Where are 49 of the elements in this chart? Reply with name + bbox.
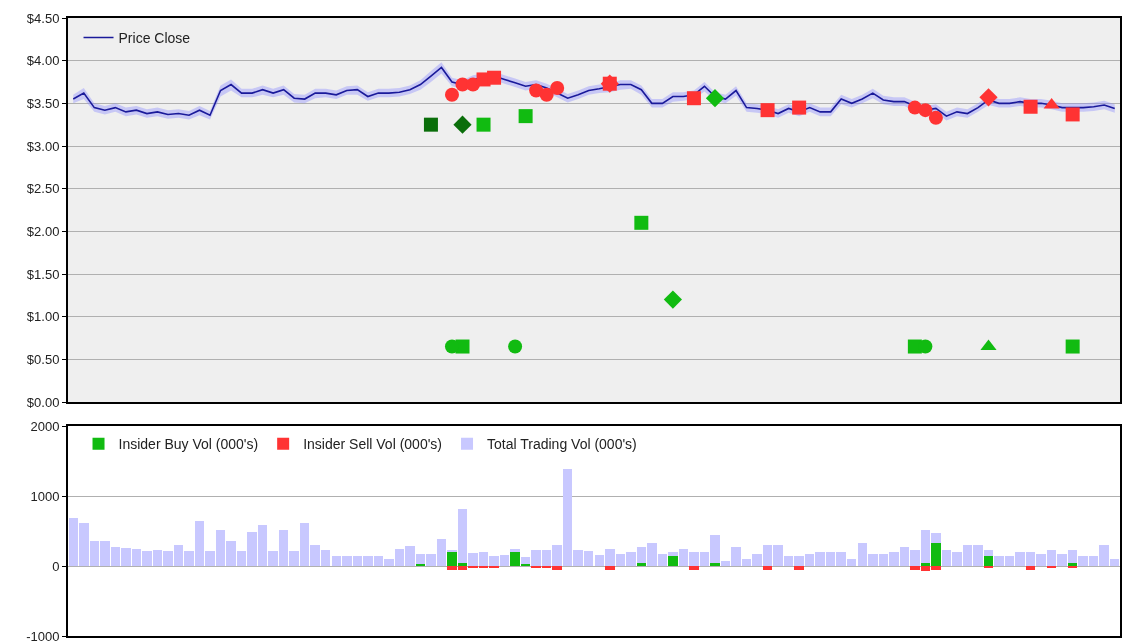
point <box>1023 99 1038 114</box>
bar <box>637 563 646 566</box>
bar <box>794 566 804 570</box>
legend-label: Insider Sell Vol (000's) <box>303 436 443 453</box>
point <box>444 87 459 102</box>
point <box>980 339 997 351</box>
legend-label: Insider Buy Vol (000's) <box>118 436 259 453</box>
y-tick-label: $0.50 <box>26 351 60 367</box>
point <box>1065 339 1080 354</box>
bar <box>1026 566 1035 570</box>
point <box>550 80 565 95</box>
bar <box>763 566 772 570</box>
y-tick-label: 0 <box>52 558 60 574</box>
y-tick-label: -1000 <box>26 628 60 644</box>
point <box>705 89 725 108</box>
legend-label: Price Close <box>118 29 191 46</box>
bar <box>605 566 615 570</box>
y-tick-label: $2.00 <box>26 223 60 239</box>
point <box>453 115 472 134</box>
y-tick-label: $1.50 <box>26 266 60 282</box>
y-tick-label: $3.50 <box>26 95 60 111</box>
point <box>792 100 807 115</box>
point <box>508 339 523 354</box>
bar <box>710 563 720 566</box>
point <box>979 88 998 107</box>
y-tick-label: $3.00 <box>26 138 60 154</box>
point <box>487 70 502 85</box>
point <box>539 87 554 102</box>
bar <box>984 556 993 566</box>
point <box>476 117 491 132</box>
point <box>423 117 438 132</box>
point <box>1065 107 1080 122</box>
y-tick-label: $2.50 <box>26 181 60 197</box>
point <box>686 91 701 106</box>
y-tick-label: 2000 <box>30 418 60 434</box>
point <box>918 103 933 118</box>
point <box>518 109 533 124</box>
bar <box>689 566 699 570</box>
bar <box>668 556 678 566</box>
point <box>663 290 682 309</box>
y-tick-label: $4.50 <box>26 10 60 26</box>
y-tick-label: 1000 <box>30 488 60 504</box>
point <box>634 215 649 230</box>
point <box>928 110 943 125</box>
y-tick-label: $4.00 <box>26 53 60 69</box>
y-tick-label: $1.00 <box>26 309 60 325</box>
point <box>760 103 775 118</box>
legend-label: Total Trading Vol (000's) <box>487 436 637 453</box>
y-tick-label: $0.00 <box>26 394 60 410</box>
